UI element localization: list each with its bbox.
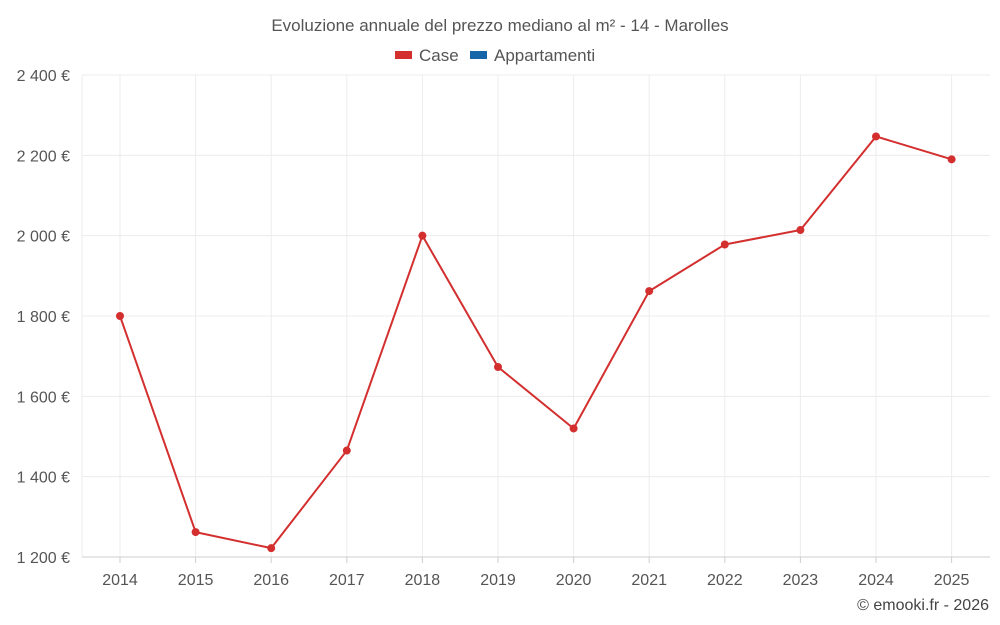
data-point-case[interactable] xyxy=(267,544,276,553)
x-tick-label: 2024 xyxy=(858,572,894,589)
data-point-case[interactable] xyxy=(418,231,427,240)
x-tick-label: 2014 xyxy=(102,572,138,589)
x-tick-label: 2022 xyxy=(707,572,743,589)
legend-swatch-case xyxy=(395,51,412,59)
y-tick-label: 2 200 € xyxy=(17,148,70,165)
data-point-case[interactable] xyxy=(872,132,880,141)
x-gridlines xyxy=(81,75,953,557)
y-tick-label: 1 400 € xyxy=(17,470,70,487)
x-tick-label: 2023 xyxy=(783,572,819,589)
data-point-case[interactable] xyxy=(494,363,502,372)
credit-text: © emooki.fr - 2026 xyxy=(857,597,989,614)
x-tick-label: 2020 xyxy=(556,572,592,589)
x-tick-label: 2016 xyxy=(253,572,289,589)
y-tick-label: 1 200 € xyxy=(17,550,70,567)
y-tick-label: 2 400 € xyxy=(17,68,70,85)
y-gridlines xyxy=(82,74,990,478)
data-point-case[interactable] xyxy=(342,446,351,455)
data-point-case[interactable] xyxy=(191,528,200,537)
data-point-case[interactable] xyxy=(720,240,729,249)
data-point-case[interactable] xyxy=(947,155,956,164)
x-tick-label: 2017 xyxy=(329,572,365,589)
x-tick-label: 2019 xyxy=(480,572,516,589)
data-point-case[interactable] xyxy=(645,287,654,296)
legend-label-appartamenti[interactable]: Appartamenti xyxy=(494,46,595,65)
y-tick-label: 1 800 € xyxy=(17,309,70,326)
legend-swatch-appartamenti xyxy=(470,51,487,59)
series-line-case xyxy=(119,135,952,550)
y-tick-label: 2 000 € xyxy=(17,229,70,246)
x-tick-label: 2025 xyxy=(934,572,970,589)
data-point-case[interactable] xyxy=(569,424,578,433)
y-axis-ticks: 1 200 € 1 400 € 1 600 € 1 800 € 2 000 € 2 200… xyxy=(17,68,70,567)
y-tick-label: 1 600 € xyxy=(17,389,70,406)
x-axis-ticks: 2014 2015 2016 2017 2018 2019 2020 2021 2022 2023… xyxy=(102,557,969,589)
legend-label-case[interactable]: Case xyxy=(419,46,459,65)
chart-title: Evoluzione annuale del prezzo mediano al… xyxy=(271,16,728,35)
legend: Case Appartamenti xyxy=(395,46,595,65)
data-point-case[interactable] xyxy=(796,226,805,235)
data-point-case[interactable] xyxy=(116,312,124,320)
x-tick-label: 2015 xyxy=(178,572,214,589)
x-tick-label: 2021 xyxy=(631,572,667,589)
series-layer xyxy=(116,132,956,553)
x-tick-label: 2018 xyxy=(405,572,441,589)
